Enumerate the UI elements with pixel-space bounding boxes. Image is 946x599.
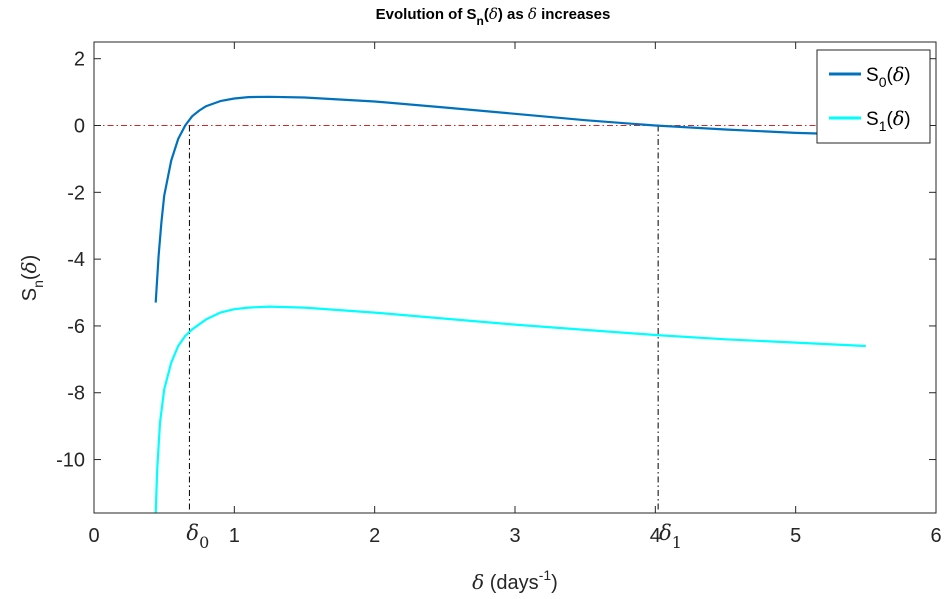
- series-line-s1: [154, 305, 866, 513]
- x-tick-label: 4: [650, 525, 661, 547]
- legend-box: [816, 49, 931, 144]
- reference-lines: [94, 125, 936, 513]
- y-tick-label: -6: [67, 316, 85, 338]
- y-tick-label: -8: [67, 383, 85, 405]
- x-tick-label: 2: [369, 525, 380, 547]
- y-axis-label: Sn(δ): [17, 255, 46, 302]
- root-label-delta0: δ0: [186, 521, 209, 552]
- annotations: δ0 δ1: [186, 521, 682, 552]
- chart-title: Evolution of Sn(δ) as δ increases: [376, 5, 611, 28]
- x-tick-label: 1: [229, 525, 240, 547]
- x-tick-label: 3: [509, 525, 520, 547]
- x-axis-label: δ (days-1): [472, 567, 558, 594]
- y-tick-label: 2: [74, 49, 85, 71]
- y-tick-label: -2: [67, 182, 85, 204]
- y-tick-label: 0: [74, 116, 85, 138]
- legend-label-s0: S0(δ): [866, 64, 911, 90]
- legend: S0(δ) S1(δ): [816, 49, 931, 144]
- plot-area: [94, 42, 936, 513]
- x-tick-label: 5: [790, 525, 801, 547]
- x-tick-label: 6: [930, 525, 941, 547]
- y-tick-label: -10: [56, 450, 85, 472]
- root-label-delta1: δ1: [659, 521, 682, 552]
- y-tick-label: -4: [67, 249, 85, 271]
- legend-label-s1: S1(δ): [866, 108, 911, 134]
- series-line-s0: [154, 95, 831, 303]
- series-layer: [154, 95, 866, 513]
- x-tick-label: 0: [88, 525, 99, 547]
